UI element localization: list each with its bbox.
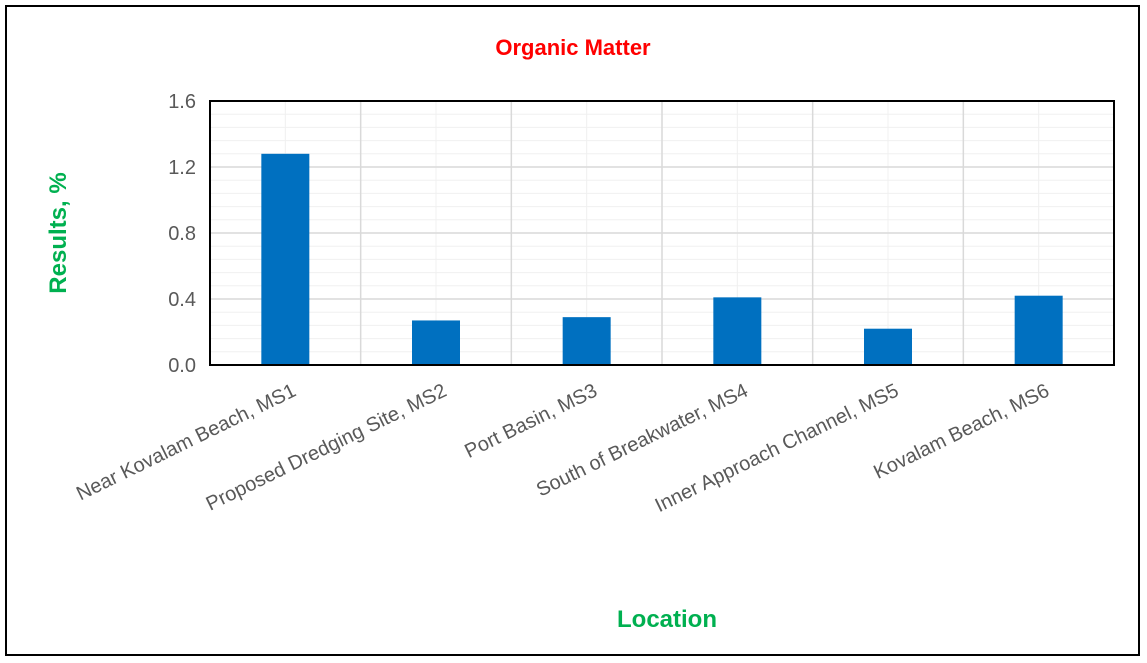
bar-1 (261, 153, 310, 365)
y-tick-label: 0.4 (168, 289, 196, 311)
chart-title: Organic Matter (495, 35, 651, 60)
bars (261, 153, 1063, 365)
y-axis-title: Results, % (45, 172, 72, 293)
bar-3 (562, 317, 611, 365)
y-tick-label: 1.2 (168, 157, 196, 179)
grid (210, 101, 1114, 365)
x-category-label: Proposed Dredging Site, MS2 (203, 380, 450, 516)
plot-area-border (209, 100, 1115, 366)
y-tick-label: 0.8 (168, 223, 196, 245)
bar-2 (412, 320, 460, 365)
y-tick-label: 1.6 (168, 91, 196, 113)
x-axis-title: Location (617, 606, 717, 633)
bar-6 (1014, 295, 1063, 365)
x-category-label: Port Basin, MS3 (461, 380, 601, 463)
bar-5 (864, 328, 912, 365)
x-category-label: Inner Approach Channel, MS5 (652, 380, 902, 517)
y-axis-ticks: 0.0 0.4 0.8 1.2 1.6 (168, 91, 196, 377)
y-tick-label: 0.0 (168, 355, 196, 377)
bar-4 (713, 297, 762, 365)
